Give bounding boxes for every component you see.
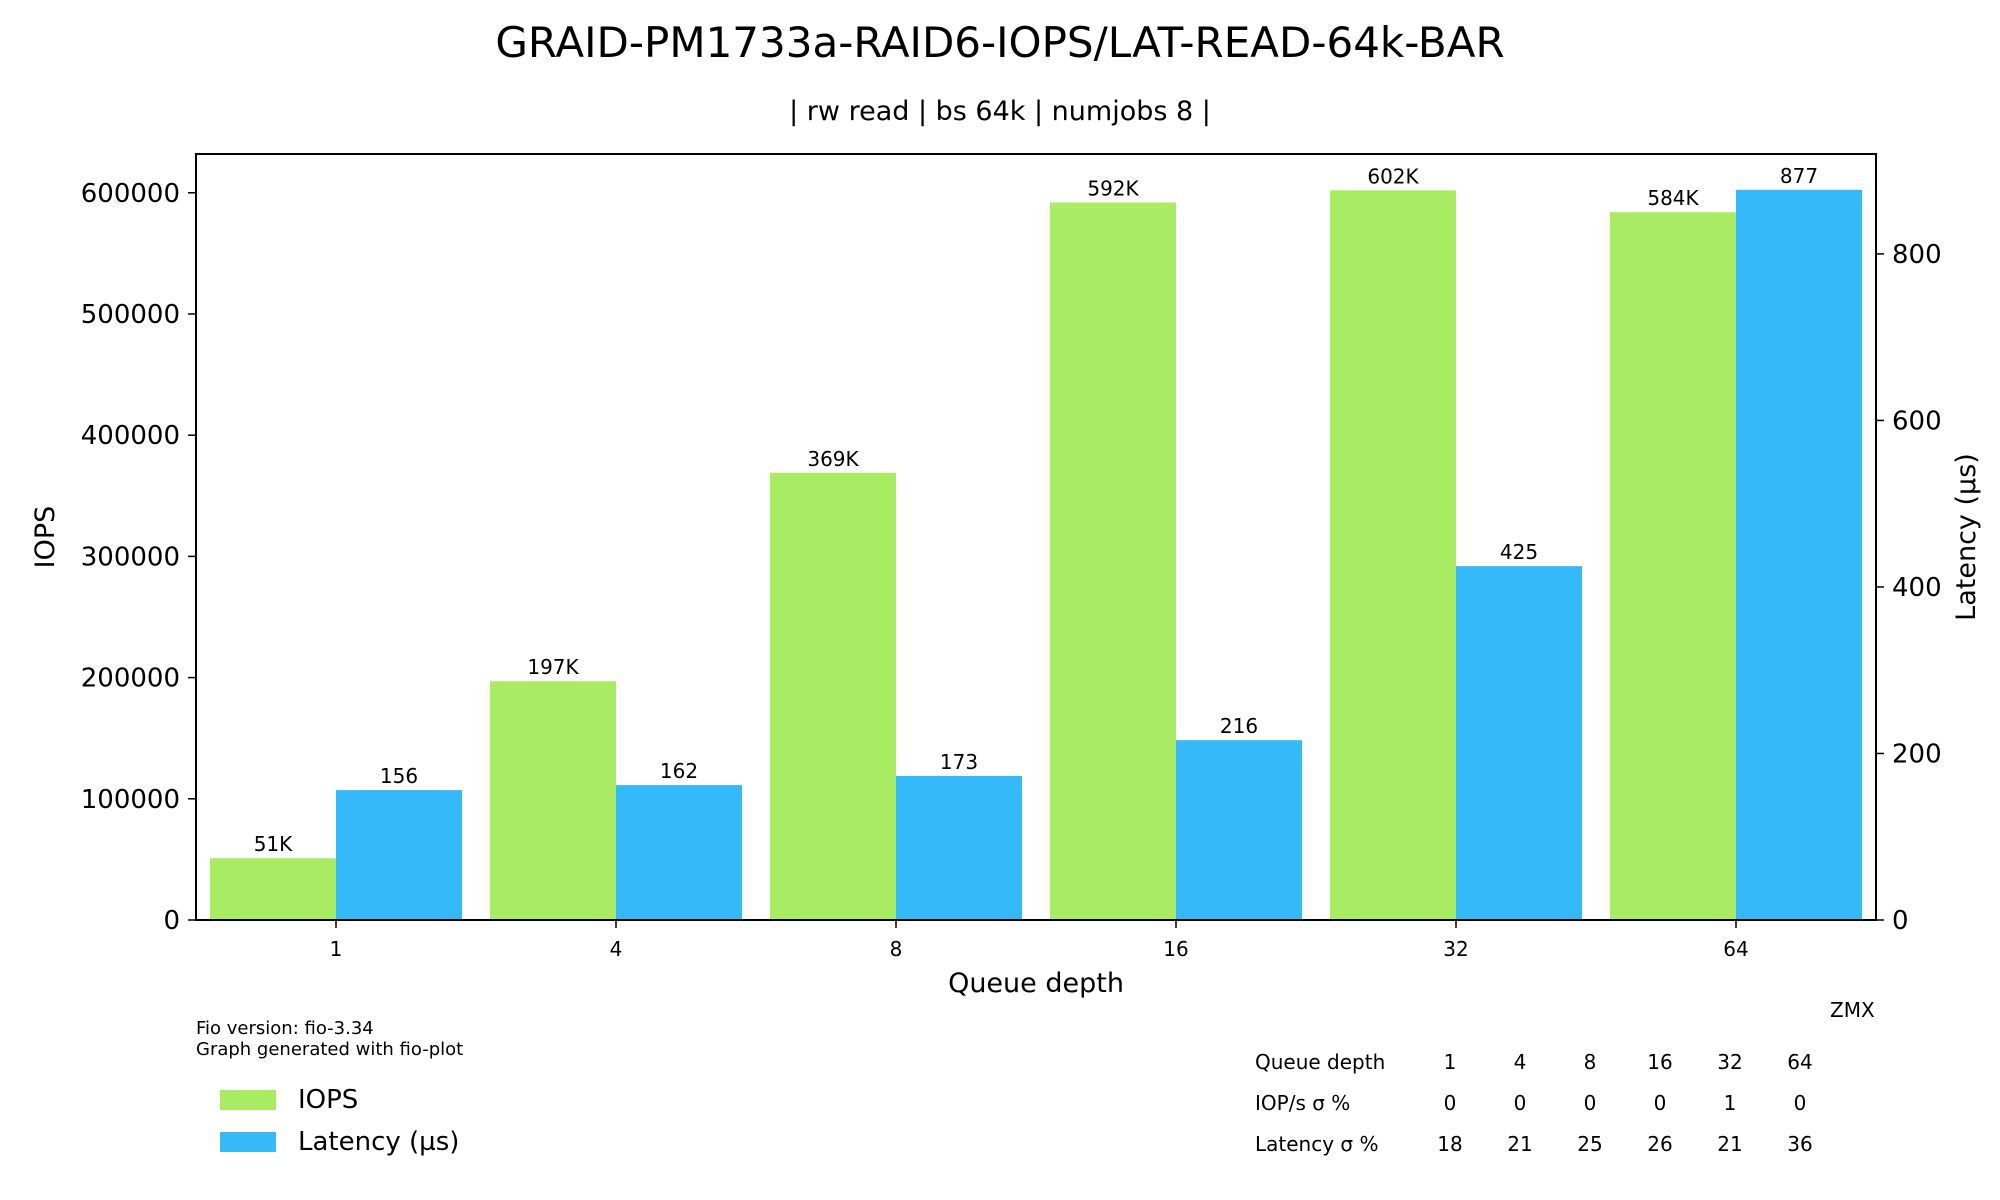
data-label-latency: 156 [380, 764, 418, 788]
bar-iops [1330, 190, 1456, 920]
y2-tick-label: 800 [1892, 240, 1942, 270]
bar-iops [770, 472, 896, 920]
data-label-iops: 602K [1367, 164, 1419, 188]
data-label-latency: 216 [1220, 714, 1258, 738]
bar-latency [1456, 566, 1582, 920]
legend-entry-iops: IOPS [220, 1082, 580, 1124]
stats-cell: 0 [1513, 1091, 1527, 1115]
x-axis-title: Queue depth [948, 968, 1124, 999]
stats-cell: 0 [1793, 1091, 1807, 1115]
stats-table: Queue depth 1 4 8 16 32 64 IOP/s σ % 0 0… [1255, 1050, 1855, 1173]
x-tick-label: 1 [330, 937, 343, 961]
data-label-iops: 369K [807, 447, 859, 471]
x-tick-label: 8 [890, 937, 903, 961]
y2-tick-label: 200 [1892, 739, 1942, 769]
x-tick-label: 32 [1443, 937, 1468, 961]
x-tick-label: 4 [610, 937, 623, 961]
data-label-iops: 51K [254, 832, 293, 856]
data-label-latency: 162 [660, 759, 698, 783]
chart-title: GRAID-PM1733a-RAID6-IOPS/LAT-READ-64k-BA… [495, 18, 1505, 67]
legend-label-iops: IOPS [298, 1085, 359, 1115]
fio-version-note: Fio version: fio-3.34 [196, 1018, 374, 1039]
bar-iops [210, 858, 336, 920]
plot-frame [195, 153, 1877, 921]
bar-iops [1610, 212, 1736, 920]
stats-header-cell: 4 [1513, 1050, 1527, 1074]
bar-latency [336, 790, 462, 920]
y2-tick-label: 400 [1892, 573, 1942, 603]
data-label-iops: 197K [527, 655, 579, 679]
stats-cell: 0 [1653, 1091, 1667, 1115]
y2-tick-label: 0 [1892, 906, 1909, 936]
bar-iops [490, 681, 616, 920]
y-axis-title: IOPS [30, 506, 61, 569]
stats-header-cell: 1 [1443, 1050, 1457, 1074]
legend-swatch-iops [220, 1090, 276, 1110]
y-tick-label: 200000 [81, 664, 180, 694]
stats-cell: 1 [1723, 1091, 1737, 1115]
y-tick-label: 0 [163, 906, 180, 936]
bar-latency [1736, 189, 1862, 920]
stats-header-row: Queue depth 1 4 8 16 32 64 [1255, 1050, 1855, 1091]
stats-cell: 21 [1717, 1132, 1743, 1156]
stats-row-label: IOP/s σ % [1255, 1091, 1351, 1115]
legend: IOPS Latency (µs) [220, 1082, 580, 1166]
stats-header-cell: 8 [1583, 1050, 1597, 1074]
bar-latency [1176, 740, 1302, 920]
data-label-latency: 173 [940, 750, 978, 774]
y-tick-label: 400000 [81, 421, 180, 451]
y-tick-label: 300000 [81, 542, 180, 572]
y-tick-label: 500000 [81, 300, 180, 330]
stats-row-latency-sigma: Latency σ % 18 21 25 26 21 36 [1255, 1132, 1855, 1173]
stats-cell: 26 [1647, 1132, 1673, 1156]
stats-header-cell: 64 [1787, 1050, 1813, 1074]
x-tick-label: 16 [1163, 937, 1188, 961]
stats-header-label: Queue depth [1255, 1050, 1386, 1074]
stats-cell: 0 [1443, 1091, 1457, 1115]
data-label-iops: 592K [1087, 176, 1139, 200]
stats-cell: 18 [1437, 1132, 1463, 1156]
watermark-text: ZMX [1830, 998, 1875, 1022]
legend-label-latency: Latency (µs) [298, 1127, 460, 1157]
y-tick-label: 600000 [81, 179, 180, 209]
stats-row-iops-sigma: IOP/s σ % 0 0 0 0 1 0 [1255, 1091, 1855, 1132]
bar-latency [616, 785, 742, 920]
bar-iops [1050, 202, 1176, 920]
chart-subtitle: | rw read | bs 64k | numjobs 8 | [789, 96, 1211, 127]
data-label-iops: 584K [1647, 186, 1699, 210]
x-tick-label: 64 [1723, 937, 1748, 961]
data-label-latency: 425 [1500, 540, 1538, 564]
legend-swatch-latency [220, 1132, 276, 1152]
stats-cell: 36 [1787, 1132, 1813, 1156]
y-tick-label: 100000 [81, 785, 180, 815]
data-label-latency: 877 [1780, 164, 1818, 188]
bar-latency [896, 775, 1022, 920]
y2-tick-label: 600 [1892, 406, 1942, 436]
y2-axis-title: Latency (µs) [1951, 453, 1982, 621]
stats-header-cell: 32 [1717, 1050, 1743, 1074]
stats-cell: 21 [1507, 1132, 1533, 1156]
generated-by-note: Graph generated with fio-plot [196, 1039, 464, 1060]
stats-header-cell: 16 [1647, 1050, 1673, 1074]
stats-cell: 0 [1583, 1091, 1597, 1115]
stats-cell: 25 [1577, 1132, 1603, 1156]
stats-row-label: Latency σ % [1255, 1132, 1379, 1156]
legend-entry-latency: Latency (µs) [220, 1124, 580, 1166]
